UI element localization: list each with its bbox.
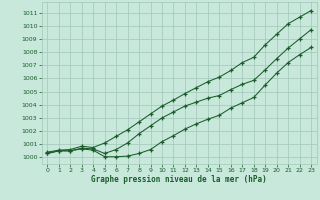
X-axis label: Graphe pression niveau de la mer (hPa): Graphe pression niveau de la mer (hPa) bbox=[91, 175, 267, 184]
